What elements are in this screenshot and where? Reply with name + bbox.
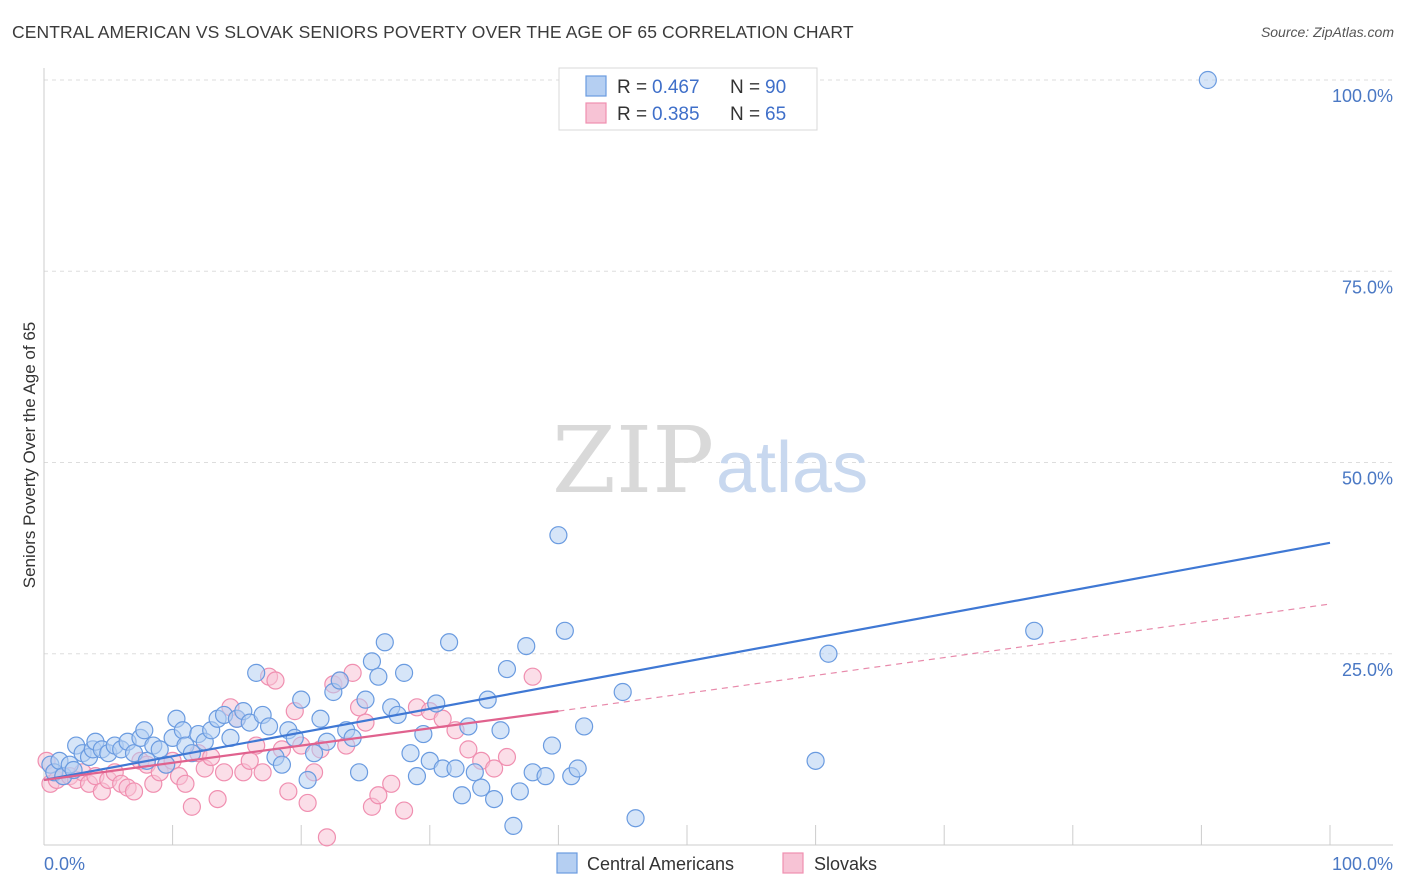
x-tick-min: 0.0% (44, 854, 85, 874)
legend-bottom: Central Americans Slovaks (556, 852, 877, 874)
trend-lines (43, 541, 1331, 782)
central-americans-point-54 (356, 690, 375, 709)
watermark: ZIP atlas (552, 407, 868, 514)
central-americans-point-60 (394, 663, 414, 682)
slovaks-point-15 (124, 782, 144, 801)
legend-top: R = 0.467 N = 90 R = 0.385 N = 65 (558, 67, 818, 131)
y-tick-labels: 100.0% 75.0% 50.0% 25.0% (1332, 86, 1393, 680)
y-tick-label-2: 50.0% (1342, 469, 1393, 489)
legend-r-label-pink: R = (617, 104, 647, 125)
central-americans-point-86 (568, 759, 587, 778)
legend-bottom-swatch-blue (556, 852, 578, 874)
central-americans-point-92 (1025, 621, 1044, 640)
y-axis-label: Seniors Poverty Over the Age of 65 (20, 322, 39, 588)
slovaks-point-42 (298, 793, 317, 813)
legend-n-blue: 90 (765, 77, 786, 98)
central-americans-point-44 (292, 690, 311, 709)
central-americans-point-47 (311, 709, 330, 728)
central-americans-point-77 (504, 816, 523, 835)
slovaks-point-55 (394, 801, 414, 820)
series-central-americans-points (41, 70, 1217, 835)
central-americans-point-88 (613, 682, 632, 702)
slovaks-point-45 (317, 828, 337, 847)
trend-line-central-americans (43, 541, 1331, 782)
central-americans-point-25 (173, 721, 192, 740)
slovaks-point-39 (279, 782, 298, 801)
central-americans-point-93 (1198, 70, 1217, 90)
trend-line-slovaks (43, 710, 559, 782)
legend-swatch-blue (585, 75, 607, 97)
legend-n-label-pink: N = (730, 104, 760, 125)
slovaks-point-62 (485, 759, 504, 778)
watermark-atlas: atlas (716, 428, 868, 508)
central-americans-point-72 (472, 778, 491, 797)
y-tick-label-1: 75.0% (1342, 277, 1393, 297)
slovaks-point-63 (497, 747, 517, 767)
central-americans-point-91 (819, 644, 838, 663)
legend-r-blue: 0.467 (652, 77, 700, 98)
central-americans-point-70 (459, 717, 478, 736)
central-americans-point-69 (452, 786, 472, 805)
central-americans-point-61 (401, 744, 420, 763)
slovaks-point-35 (253, 763, 272, 782)
slovaks-point-54 (382, 774, 401, 793)
central-americans-point-81 (536, 767, 555, 786)
central-americans-point-74 (485, 789, 504, 809)
slovaks-point-28 (208, 789, 227, 809)
central-americans-point-37 (247, 663, 266, 682)
chart-source: Source: ZipAtlas.com (1260, 24, 1394, 40)
central-americans-point-62 (407, 767, 427, 786)
central-americans-point-76 (497, 659, 517, 679)
slovaks-point-60 (459, 740, 478, 759)
legend-n-label-blue: N = (730, 77, 760, 98)
x-tick-labels: 0.0% 100.0% (44, 854, 1393, 874)
central-americans-point-41 (272, 755, 292, 774)
legend-bottom-swatch-pink (782, 852, 804, 874)
axes (43, 68, 1393, 846)
slovaks-point-53 (369, 786, 388, 805)
central-americans-point-87 (575, 717, 594, 736)
central-americans-point-55 (362, 652, 382, 671)
legend-bottom-label-pink: Slovaks (814, 854, 877, 874)
central-americans-point-39 (259, 717, 279, 736)
slovaks-point-29 (214, 763, 234, 782)
slovaks-point-23 (176, 774, 195, 793)
central-americans-point-89 (626, 809, 645, 828)
central-americans-point-71 (465, 763, 484, 782)
x-tick-max: 100.0% (1332, 854, 1393, 874)
central-americans-point-82 (542, 736, 562, 755)
central-americans-point-79 (517, 636, 536, 656)
central-americans-point-90 (806, 751, 825, 770)
series-slovaks-points (37, 663, 542, 847)
central-americans-point-75 (491, 721, 510, 740)
central-americans-point-53 (349, 763, 369, 782)
y-tick-label-3: 25.0% (1342, 660, 1393, 680)
legend-n-pink: 65 (765, 104, 786, 125)
central-americans-point-56 (369, 667, 388, 686)
y-tick-label-0: 100.0% (1332, 86, 1393, 106)
legend-r-label-blue: R = (617, 77, 647, 98)
watermark-zip: ZIP (552, 407, 714, 514)
central-americans-point-83 (549, 526, 568, 545)
central-americans-point-50 (330, 671, 349, 690)
slovaks-point-64 (523, 667, 542, 686)
central-americans-point-45 (298, 770, 317, 790)
slovaks-point-24 (182, 797, 201, 816)
central-americans-point-67 (439, 633, 459, 652)
legend-bottom-label-blue: Central Americans (587, 854, 734, 874)
trend-line-slovaks-extension (558, 603, 1331, 712)
central-americans-point-78 (510, 782, 529, 801)
legend-r-pink: 0.385 (652, 104, 700, 125)
central-americans-point-18 (135, 721, 154, 740)
chart-title: CENTRAL AMERICAN VS SLOVAK SENIORS POVER… (12, 22, 854, 42)
central-americans-point-68 (446, 759, 465, 778)
central-americans-point-84 (555, 621, 574, 640)
legend-swatch-pink (585, 102, 607, 124)
central-americans-point-57 (375, 633, 394, 652)
slovaks-point-37 (266, 671, 285, 690)
